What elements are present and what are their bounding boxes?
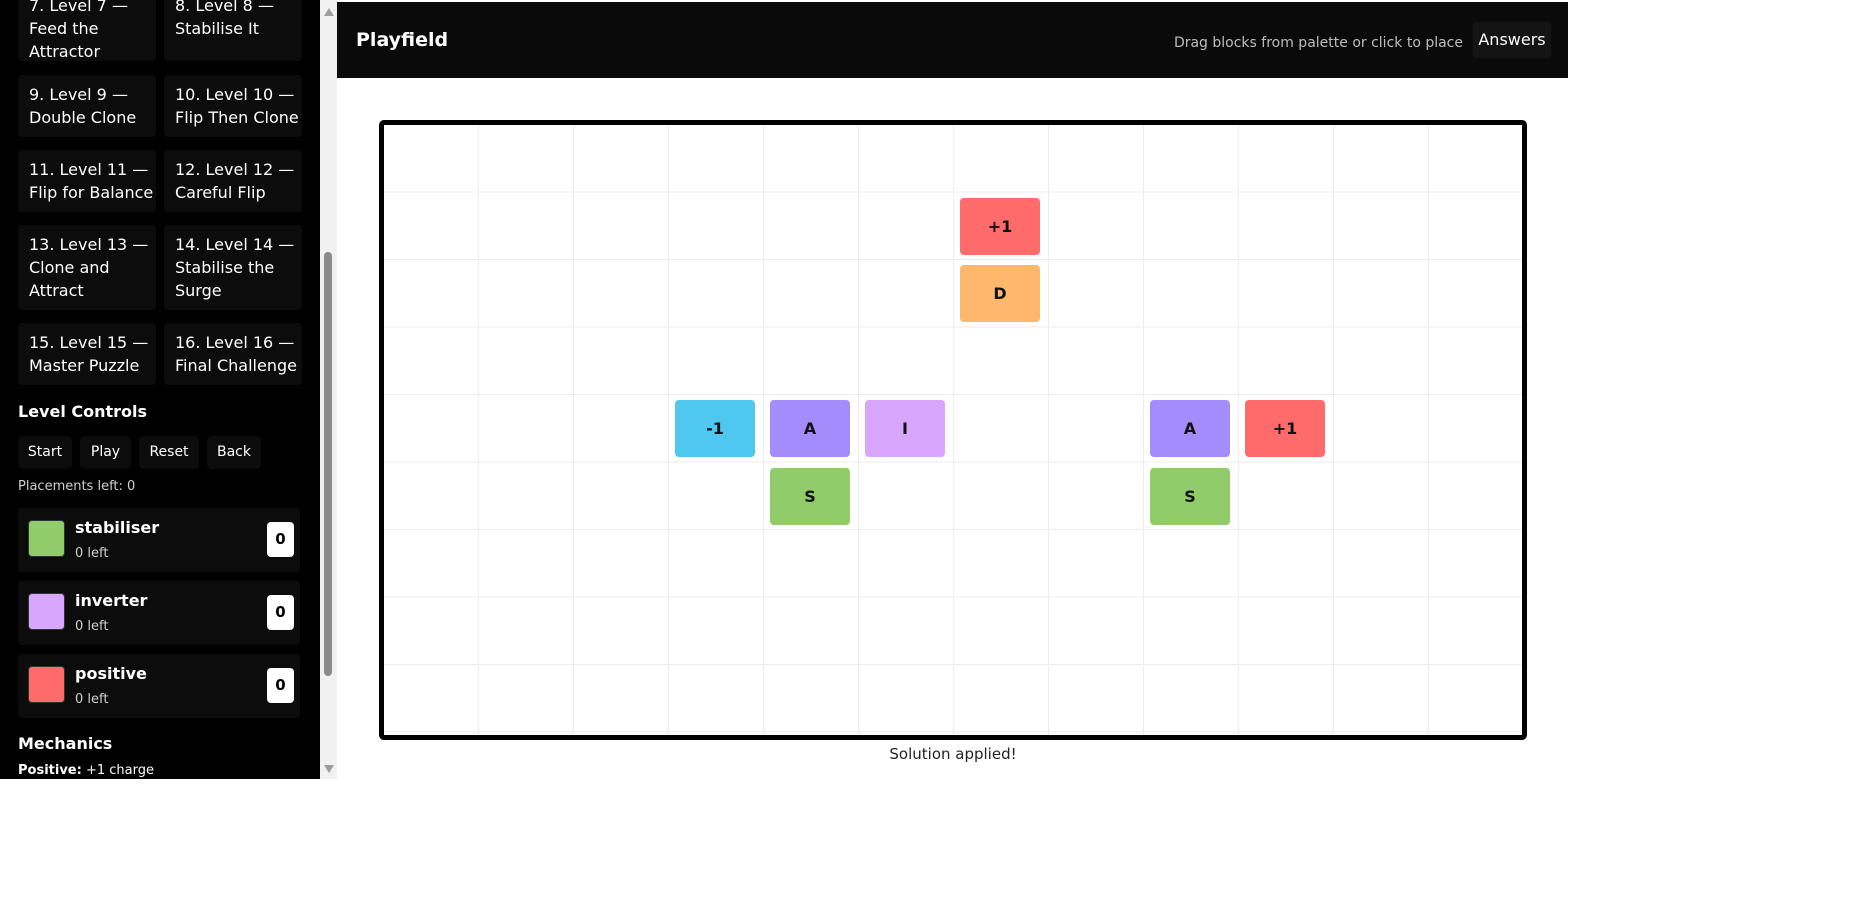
level-label: 16. Level 16 — Final Challenge xyxy=(175,333,297,375)
inventory-item-name: stabiliser xyxy=(75,518,160,537)
placement-hint: Drag blocks from palette or click to pla… xyxy=(1173,35,1463,51)
inventory-item-name: inverter xyxy=(75,591,148,610)
block-attractor[interactable]: A xyxy=(770,400,850,457)
block-positive[interactable]: +1 xyxy=(1245,400,1325,457)
level-controls-heading: Level Controls xyxy=(18,402,148,421)
block-negative[interactable]: -1 xyxy=(675,400,755,457)
level-15-button[interactable]: 15. Level 15 — Master Puzzle xyxy=(18,323,156,385)
level-label: 9. Level 9 — Double Clone xyxy=(29,85,137,127)
start-button[interactable]: Start xyxy=(18,436,72,469)
positive-swatch xyxy=(28,666,65,703)
level-label: 11. Level 11 — Flip for Balance xyxy=(29,160,154,202)
answers-button[interactable]: Answers xyxy=(1473,22,1551,58)
inventory-item-stabiliser[interactable]: stabiliser 0 left 0 xyxy=(18,508,300,572)
playfield-header: Playfield Drag blocks from palette or cl… xyxy=(337,2,1568,78)
scroll-down-arrow-icon[interactable] xyxy=(324,765,334,773)
level-label: 14. Level 14 — Stabilise the Surge xyxy=(175,235,295,300)
block-attractor[interactable]: A xyxy=(1150,400,1230,457)
block-inverter[interactable]: I xyxy=(865,400,945,457)
placements-left-text: Placements left: 0 xyxy=(18,479,136,494)
playfield-grid[interactable]: +1 D -1 A I A +1 S S xyxy=(379,120,1527,740)
app-root: 7. Level 7 — Feed the Attractor 8. Level… xyxy=(0,0,1568,779)
mechanics-heading: Mechanics xyxy=(18,734,113,753)
block-duplicator[interactable]: D xyxy=(960,265,1040,322)
level-12-button[interactable]: 12. Level 12 — Careful Flip xyxy=(164,150,302,212)
inventory-count-badge: 0 xyxy=(267,522,294,557)
scroll-up-arrow-icon[interactable] xyxy=(324,8,334,16)
level-label: 13. Level 13 — Clone and Attract xyxy=(29,235,149,300)
play-button[interactable]: Play xyxy=(80,436,131,469)
block-stabiliser[interactable]: S xyxy=(770,467,850,525)
level-9-button[interactable]: 9. Level 9 — Double Clone xyxy=(18,75,156,137)
back-button[interactable]: Back xyxy=(207,436,261,469)
inverter-swatch xyxy=(28,593,65,630)
sidebar-scrollbar[interactable] xyxy=(320,0,337,779)
level-label: 7. Level 7 — Feed the Attractor xyxy=(29,0,128,61)
level-13-button[interactable]: 13. Level 13 — Clone and Attract xyxy=(18,225,156,310)
mechanics-term: Positive: xyxy=(18,763,82,778)
inventory-count-badge: 0 xyxy=(267,595,294,630)
scrollbar-thumb[interactable] xyxy=(324,252,332,676)
inventory-item-left: 0 left xyxy=(75,692,109,707)
level-16-button[interactable]: 16. Level 16 — Final Challenge xyxy=(164,323,302,385)
level-label: 12. Level 12 — Careful Flip xyxy=(175,160,295,202)
level-label: 15. Level 15 — Master Puzzle xyxy=(29,333,149,375)
level-label: 8. Level 8 — Stabilise It xyxy=(175,0,274,38)
level-11-button[interactable]: 11. Level 11 — Flip for Balance xyxy=(18,150,156,212)
level-14-button[interactable]: 14. Level 14 — Stabilise the Surge xyxy=(164,225,302,310)
reset-button[interactable]: Reset xyxy=(139,436,199,469)
mechanics-description: +1 charge xyxy=(85,763,154,778)
mechanics-positive-line: Positive: +1 charge xyxy=(18,763,154,778)
status-message: Solution applied! xyxy=(889,745,1017,763)
block-positive[interactable]: +1 xyxy=(960,197,1040,255)
page-title: Playfield xyxy=(356,29,449,51)
level-8-button[interactable]: 8. Level 8 — Stabilise It xyxy=(164,0,302,61)
level-7-button[interactable]: 7. Level 7 — Feed the Attractor xyxy=(18,0,156,61)
level-label: 10. Level 10 — Flip Then Clone xyxy=(175,85,299,127)
inventory-item-left: 0 left xyxy=(75,546,109,561)
inventory-item-name: positive xyxy=(75,664,147,683)
inventory-item-left: 0 left xyxy=(75,619,109,634)
inventory-count-badge: 0 xyxy=(267,668,294,703)
inventory-item-inverter[interactable]: inverter 0 left 0 xyxy=(18,581,300,645)
level-10-button[interactable]: 10. Level 10 — Flip Then Clone xyxy=(164,75,302,137)
inventory-item-positive[interactable]: positive 0 left 0 xyxy=(18,654,300,718)
stabiliser-swatch xyxy=(28,520,65,557)
block-stabiliser[interactable]: S xyxy=(1150,467,1230,525)
sidebar: 7. Level 7 — Feed the Attractor 8. Level… xyxy=(0,0,320,779)
